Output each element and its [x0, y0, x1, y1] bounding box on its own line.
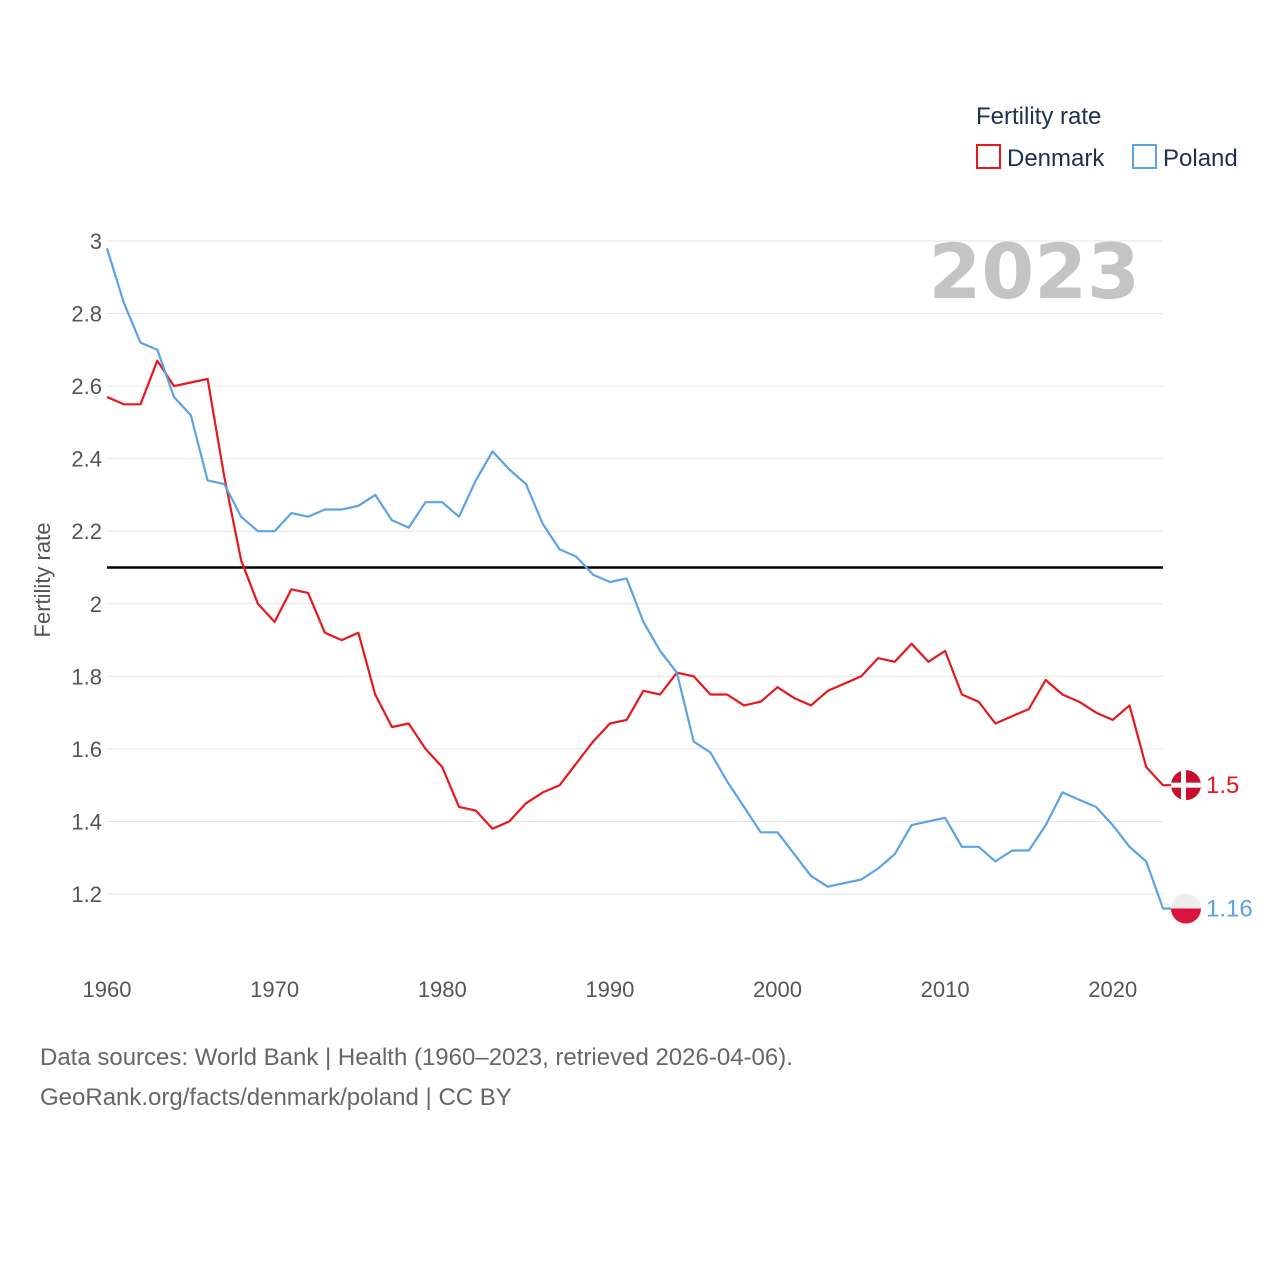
y-tick-label: 2 — [90, 592, 102, 617]
legend-label-poland: Poland — [1163, 145, 1238, 172]
legend-label-denmark: Denmark — [1007, 145, 1105, 172]
series-lines — [105, 247, 1185, 910]
year-watermark: 2023 — [928, 227, 1140, 316]
y-tick-label: 2.2 — [71, 519, 102, 544]
end-value-label-poland: 1.16 — [1206, 896, 1253, 923]
x-tick-label: 1970 — [250, 977, 299, 1002]
end-markers: 1.5 1.16 — [1171, 770, 1253, 924]
legend: Fertility rate Denmark Poland — [976, 103, 1238, 172]
grid-lines — [107, 240, 1163, 895]
y-tick-label: 3 — [90, 229, 102, 254]
y-axis: 1.2 1.4 1.6 1.8 2 2.2 2.4 2.6 2.8 3 — [71, 229, 102, 907]
legend-swatch-poland — [1132, 144, 1157, 169]
x-tick-label: 2010 — [921, 977, 970, 1002]
y-tick-label: 1.2 — [71, 882, 102, 907]
source-line-2: GeoRank.org/facts/denmark/poland | CC BY — [40, 1084, 512, 1111]
source-line-1: Data sources: World Bank | Health (1960–… — [40, 1044, 793, 1071]
flag-icon-denmark — [1171, 770, 1201, 801]
legend-title: Fertility rate — [976, 103, 1101, 130]
x-tick-label: 1980 — [418, 977, 467, 1002]
x-tick-label: 2000 — [753, 977, 802, 1002]
y-tick-label: 1.8 — [71, 664, 102, 689]
y-tick-label: 2.8 — [71, 302, 102, 327]
y-tick-label: 1.4 — [71, 809, 102, 834]
series-line-poland — [105, 247, 1185, 910]
x-tick-label: 2020 — [1088, 977, 1137, 1002]
x-tick-label: 1990 — [585, 977, 634, 1002]
y-tick-label: 2.6 — [71, 374, 102, 399]
y-tick-label: 2.4 — [71, 447, 102, 472]
flag-icon-poland — [1171, 893, 1201, 924]
x-tick-label: 1960 — [83, 977, 132, 1002]
x-axis: 1960 1970 1980 1990 2000 2010 2020 — [83, 977, 1138, 1002]
y-tick-label: 1.6 — [71, 737, 102, 762]
y-axis-title: Fertility rate — [30, 523, 55, 638]
legend-swatch-denmark — [976, 144, 1001, 169]
end-value-label-denmark: 1.5 — [1206, 772, 1239, 799]
series-line-denmark — [106, 359, 1185, 830]
